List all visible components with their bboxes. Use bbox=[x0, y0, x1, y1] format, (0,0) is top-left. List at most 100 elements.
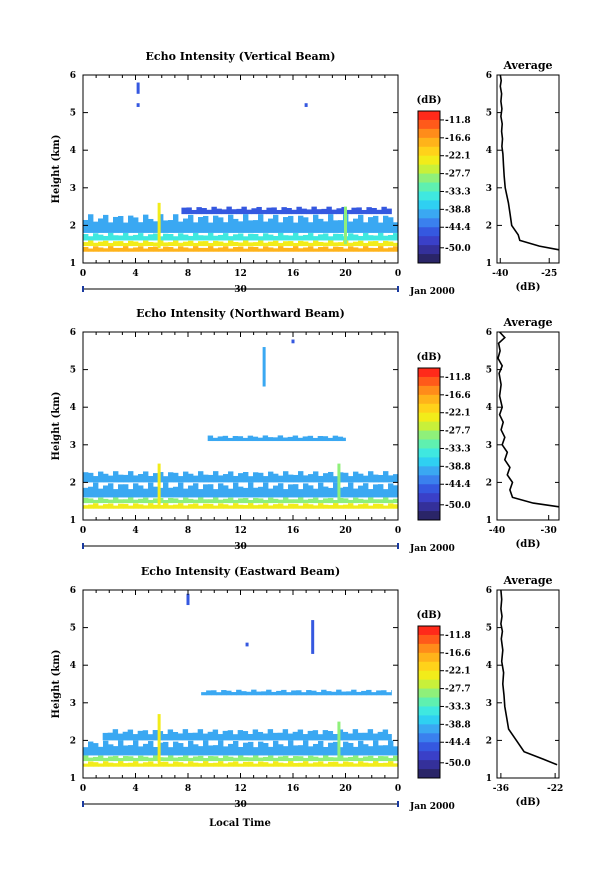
echo-feature bbox=[311, 620, 315, 654]
echo-cell bbox=[283, 217, 289, 233]
echo-cell bbox=[353, 488, 359, 498]
echo-cell bbox=[148, 234, 154, 241]
echo-cell bbox=[123, 222, 129, 233]
x-tick-label: 16 bbox=[287, 269, 300, 279]
echo-cell bbox=[371, 692, 377, 696]
echo-cell bbox=[218, 217, 224, 233]
average-y-tick-label: 6 bbox=[486, 71, 492, 81]
echo-cell bbox=[326, 206, 332, 215]
average-y-tick-label: 5 bbox=[486, 366, 492, 376]
echo-cell bbox=[103, 740, 109, 756]
echo-cell bbox=[88, 248, 94, 252]
colorbar-swatch bbox=[418, 430, 440, 441]
echo-cell bbox=[163, 499, 169, 504]
echo-cell bbox=[248, 741, 254, 756]
echo-cell bbox=[283, 755, 289, 762]
y-tick-label: 2 bbox=[70, 736, 76, 746]
echo-cell bbox=[223, 485, 229, 498]
colorbar-tick-label: -50.0 bbox=[445, 501, 471, 511]
echo-cell bbox=[188, 235, 194, 241]
colorbar-swatch bbox=[418, 634, 440, 645]
echo-cell bbox=[378, 745, 384, 756]
echo-cell bbox=[338, 497, 344, 504]
echo-cell bbox=[388, 234, 394, 241]
echo-cell bbox=[258, 486, 264, 498]
echo-cell bbox=[248, 242, 254, 247]
average-profile-line bbox=[500, 589, 558, 766]
echo-feature bbox=[157, 202, 161, 248]
echo-cell bbox=[237, 436, 244, 442]
echo-cell bbox=[393, 755, 399, 762]
echo-cell bbox=[118, 757, 124, 762]
colorbar-swatch bbox=[418, 119, 440, 130]
colorbar-swatch bbox=[418, 643, 440, 654]
echo-cell bbox=[223, 746, 229, 756]
echo-cell bbox=[128, 215, 134, 233]
echo-cell bbox=[333, 233, 339, 241]
echo-cell bbox=[263, 246, 269, 252]
echo-cell bbox=[183, 471, 189, 483]
echo-cell bbox=[178, 756, 184, 762]
echo-cell bbox=[83, 755, 89, 762]
echo-cell bbox=[133, 234, 139, 241]
echo-cell bbox=[213, 489, 219, 498]
echo-cell bbox=[343, 472, 349, 483]
echo-cell bbox=[382, 729, 389, 741]
echo-cell bbox=[113, 241, 119, 247]
echo-cell bbox=[347, 733, 354, 741]
echo-cell bbox=[213, 215, 219, 233]
echo-cell bbox=[378, 232, 384, 241]
echo-cell bbox=[173, 486, 179, 498]
echo-cell bbox=[163, 757, 169, 762]
echo-cell bbox=[228, 756, 234, 762]
echo-cell bbox=[238, 242, 244, 247]
echo-cell bbox=[183, 234, 189, 241]
echo-cell bbox=[217, 436, 224, 442]
date-label: Jan 2000 bbox=[409, 287, 455, 297]
echo-cell bbox=[308, 474, 314, 483]
echo-cell bbox=[238, 504, 244, 509]
echo-cell bbox=[138, 246, 144, 252]
echo-cell bbox=[148, 218, 154, 233]
echo-cell bbox=[298, 471, 304, 483]
echo-cell bbox=[183, 247, 189, 252]
echo-cell bbox=[223, 755, 229, 762]
echo-cell bbox=[388, 217, 394, 233]
echo-cell bbox=[183, 241, 189, 247]
echo-cell bbox=[393, 763, 399, 767]
echo-cell bbox=[113, 746, 119, 756]
colorbar-tick-label: -50.0 bbox=[445, 244, 471, 254]
y-axis-label: Height (km) bbox=[51, 650, 62, 719]
average-title: Average bbox=[502, 59, 552, 72]
echo-cell bbox=[238, 498, 244, 504]
echo-cell bbox=[253, 472, 259, 483]
echo-cell bbox=[138, 233, 144, 241]
echo-cell bbox=[286, 208, 292, 215]
echo-cell bbox=[373, 757, 379, 762]
echo-cell bbox=[83, 487, 89, 498]
echo-cell bbox=[153, 755, 159, 762]
echo-cell bbox=[133, 475, 139, 483]
echo-cell bbox=[348, 246, 354, 252]
colorbar-swatch bbox=[418, 155, 440, 166]
echo-cell bbox=[262, 733, 269, 741]
echo-cell bbox=[193, 475, 199, 483]
echo-cell bbox=[102, 732, 109, 741]
echo-cell bbox=[312, 437, 319, 442]
echo-cell bbox=[88, 486, 94, 498]
heatmap-title: Echo Intensity (Vertical Beam) bbox=[145, 50, 335, 63]
echo-cell bbox=[132, 734, 139, 741]
heatmap-title: Echo Intensity (Eastward Beam) bbox=[141, 565, 340, 578]
echo-cell bbox=[108, 222, 114, 233]
echo-cell bbox=[318, 761, 324, 767]
echo-cell bbox=[153, 498, 159, 504]
echo-cell bbox=[307, 730, 314, 741]
echo-cell bbox=[368, 235, 374, 241]
echo-cell bbox=[283, 497, 289, 504]
echo-cell bbox=[148, 757, 154, 762]
echo-cell bbox=[303, 499, 309, 504]
echo-cell bbox=[363, 242, 369, 247]
echo-cell bbox=[268, 247, 274, 252]
echo-cell bbox=[273, 761, 279, 767]
echo-cell bbox=[193, 744, 199, 756]
